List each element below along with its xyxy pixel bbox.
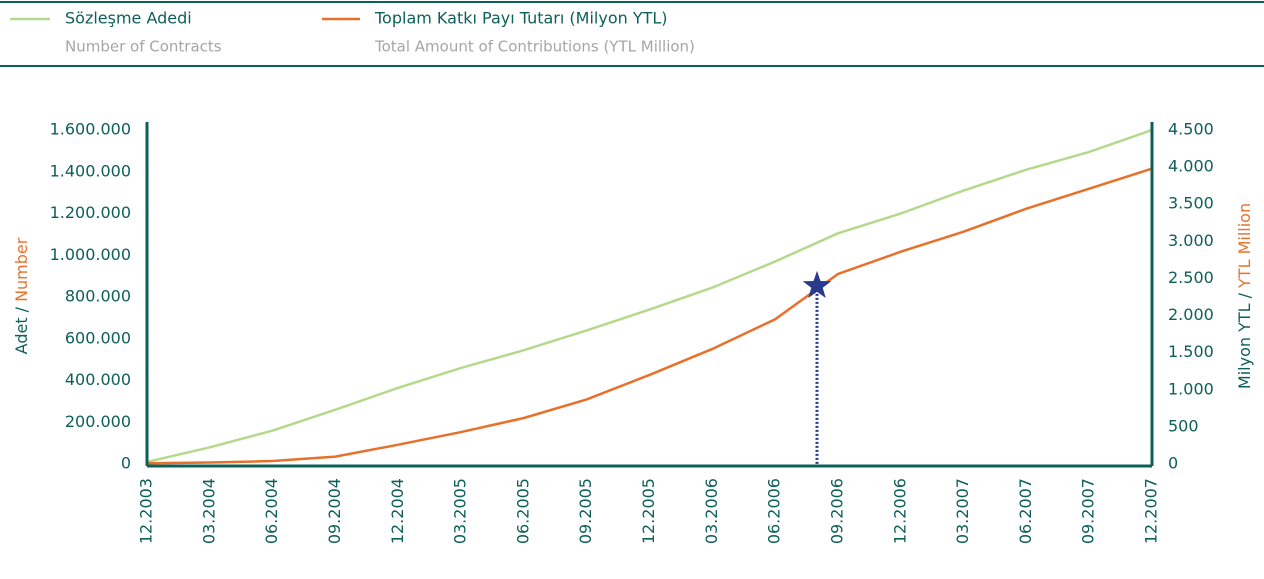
x-tick-label: 03.2004 [199,478,218,544]
y2-tick-label: 4.000 [1168,157,1214,176]
y-label-main: Adet / [12,306,31,354]
x-tick-label: 12.2004 [388,478,407,544]
legend-label: Sözleşme Adedi [65,9,192,28]
legend-sublabel: Total Amount of Contributions (YTL Milli… [374,38,695,56]
x-tick-label: 12.2005 [639,478,658,544]
y2-tick-label: 2.500 [1168,268,1214,287]
y2-label-main: Milyon YTL / [1235,292,1254,389]
y2-tick-label: 0 [1168,454,1178,473]
x-tick-label: 12.2003 [137,478,156,544]
x-tick-label: 06.2005 [513,478,532,544]
y2-tick-label: 1.500 [1168,342,1214,361]
y2-tick-label: 2.000 [1168,305,1214,324]
series-line [146,167,1153,465]
legend-label: Toplam Katkı Payı Tutarı (Milyon YTL) [374,9,668,28]
y2-tick-label: 3.500 [1168,194,1214,213]
x-tick-label: 12.2007 [1142,478,1161,544]
y-tick-label: 1.600.000 [50,120,131,139]
y-tick-label: 1.000.000 [50,245,131,264]
x-tick-label: 09.2004 [325,478,344,544]
x-tick-label: 12.2006 [890,478,909,544]
y-tick-label: 1.400.000 [50,161,131,180]
series-line [146,128,1153,464]
y2-tick-label: 1.000 [1168,379,1214,398]
y-tick-label: 1.200.000 [50,203,131,222]
y-tick-label: 0 [121,454,131,473]
y2-tick-label: 3.000 [1168,231,1214,250]
y-label-sub: Number [12,237,31,302]
x-tick-label: 06.2007 [1016,478,1035,544]
marker-star [802,270,832,298]
y-axis-label: Adet / Number [12,237,31,354]
y-tick-label: 600.000 [65,328,131,347]
x-tick-label: 09.2006 [827,478,846,544]
y-tick-label: 200.000 [65,412,131,431]
x-tick-label: 06.2004 [262,478,281,544]
legend-sublabel: Number of Contracts [65,38,222,56]
x-tick-label: 03.2007 [953,478,972,544]
y2-label-sub: YTL Million [1235,203,1254,289]
x-tick-label: 06.2006 [765,478,784,544]
x-tick-label: 09.2005 [576,478,595,544]
y-tick-label: 800.000 [65,287,131,306]
x-tick-label: 03.2006 [702,478,721,544]
y2-axis-label: Milyon YTL / YTL Million [1235,203,1254,389]
x-tick-label: 09.2007 [1079,478,1098,544]
y-tick-label: 400.000 [65,370,131,389]
x-tick-label: 03.2005 [451,478,470,544]
y2-tick-label: 4.500 [1168,120,1214,139]
y2-tick-label: 500 [1168,416,1199,435]
